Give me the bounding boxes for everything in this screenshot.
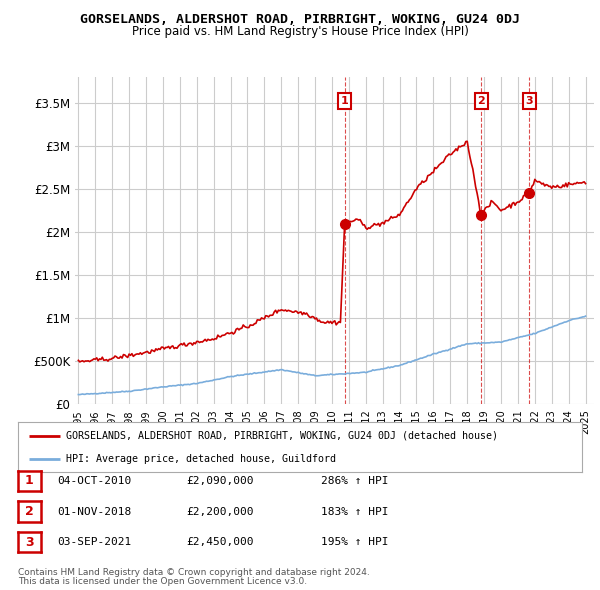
Text: Price paid vs. HM Land Registry's House Price Index (HPI): Price paid vs. HM Land Registry's House …: [131, 25, 469, 38]
Text: 286% ↑ HPI: 286% ↑ HPI: [321, 476, 389, 486]
Text: 04-OCT-2010: 04-OCT-2010: [57, 476, 131, 486]
Text: This data is licensed under the Open Government Licence v3.0.: This data is licensed under the Open Gov…: [18, 577, 307, 586]
Text: 2: 2: [25, 505, 34, 518]
Text: £2,090,000: £2,090,000: [186, 476, 254, 486]
Text: GORSELANDS, ALDERSHOT ROAD, PIRBRIGHT, WOKING, GU24 0DJ: GORSELANDS, ALDERSHOT ROAD, PIRBRIGHT, W…: [80, 13, 520, 26]
Text: 03-SEP-2021: 03-SEP-2021: [57, 537, 131, 547]
Text: 1: 1: [25, 474, 34, 487]
Text: 1: 1: [341, 96, 349, 106]
Text: 2: 2: [478, 96, 485, 106]
Text: 183% ↑ HPI: 183% ↑ HPI: [321, 507, 389, 516]
Text: HPI: Average price, detached house, Guildford: HPI: Average price, detached house, Guil…: [66, 454, 336, 464]
Text: £2,450,000: £2,450,000: [186, 537, 254, 547]
Text: GORSELANDS, ALDERSHOT ROAD, PIRBRIGHT, WOKING, GU24 0DJ (detached house): GORSELANDS, ALDERSHOT ROAD, PIRBRIGHT, W…: [66, 431, 498, 441]
Text: Contains HM Land Registry data © Crown copyright and database right 2024.: Contains HM Land Registry data © Crown c…: [18, 568, 370, 577]
Text: £2,200,000: £2,200,000: [186, 507, 254, 516]
Text: 3: 3: [526, 96, 533, 106]
Text: 3: 3: [25, 536, 34, 549]
Text: 01-NOV-2018: 01-NOV-2018: [57, 507, 131, 516]
Text: 195% ↑ HPI: 195% ↑ HPI: [321, 537, 389, 547]
